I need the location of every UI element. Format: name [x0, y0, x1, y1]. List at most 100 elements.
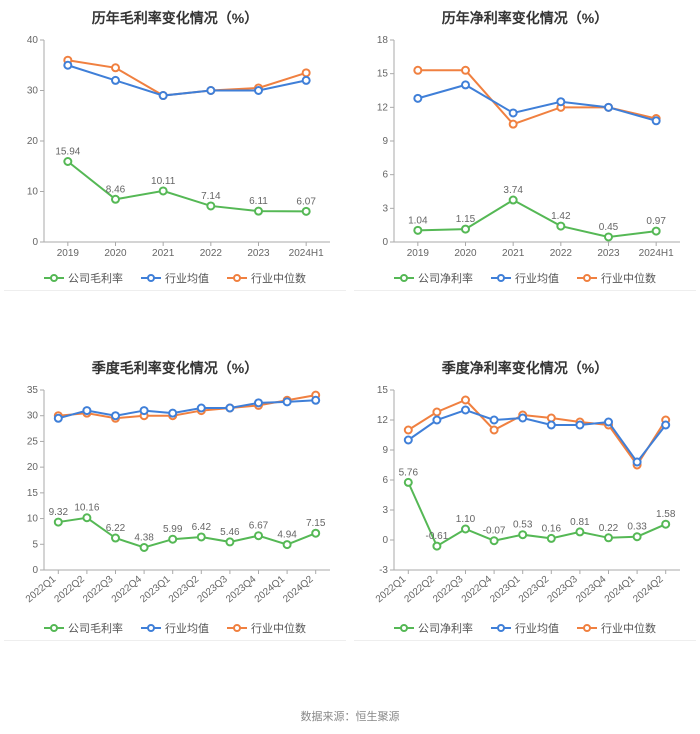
svg-text:2022Q2: 2022Q2 [52, 574, 87, 606]
svg-text:20: 20 [27, 136, 39, 147]
svg-text:3: 3 [382, 505, 388, 516]
svg-text:4.38: 4.38 [134, 532, 154, 543]
legend-label: 行业均值 [515, 270, 559, 286]
svg-text:18: 18 [377, 35, 389, 46]
svg-text:2020: 2020 [104, 248, 127, 259]
chart-title: 历年净利率变化情况（%） [354, 4, 696, 34]
legend-item-median: 行业中位数 [577, 620, 656, 636]
panel-quarter-net: 季度净利率变化情况（%） -3036912152022Q12022Q22022Q… [350, 350, 700, 700]
svg-text:0.53: 0.53 [513, 520, 533, 531]
chart-legend: 公司净利率 行业均值 行业中位数 [354, 614, 696, 641]
svg-text:3.74: 3.74 [503, 185, 523, 196]
svg-text:6: 6 [382, 170, 388, 181]
svg-text:6.07: 6.07 [296, 196, 316, 207]
svg-text:3: 3 [382, 203, 388, 214]
legend-item-median: 行业中位数 [227, 620, 306, 636]
svg-text:2021: 2021 [502, 248, 525, 259]
svg-text:10: 10 [27, 187, 39, 198]
legend-label: 行业均值 [165, 270, 209, 286]
svg-text:15: 15 [377, 69, 389, 80]
svg-text:0.81: 0.81 [570, 517, 590, 528]
svg-text:6.67: 6.67 [249, 521, 269, 532]
svg-text:2024Q1: 2024Q1 [603, 574, 638, 606]
svg-text:0.22: 0.22 [599, 523, 619, 534]
svg-text:0.45: 0.45 [599, 222, 619, 233]
legend-label: 行业中位数 [251, 620, 306, 636]
svg-text:2022Q1: 2022Q1 [24, 574, 59, 606]
svg-text:40: 40 [27, 35, 39, 46]
svg-text:2022Q3: 2022Q3 [81, 574, 116, 606]
svg-text:2024H1: 2024H1 [639, 248, 674, 259]
svg-text:2023Q4: 2023Q4 [224, 574, 259, 606]
svg-text:2019: 2019 [407, 248, 430, 259]
panel-annual-net: 历年净利率变化情况（%） 036912151820192020202120222… [350, 0, 700, 350]
svg-text:2024H1: 2024H1 [289, 248, 324, 259]
panel-annual-gross: 历年毛利率变化情况（%） 010203040201920202021202220… [0, 0, 350, 350]
svg-text:9.32: 9.32 [49, 507, 69, 518]
chart-plot: 0 10 20 30 40 2019 2020 2021 2022 2023 2024H1 15.94… [10, 34, 340, 264]
chart-legend: 公司毛利率 行业均值 行业中位数 [4, 614, 346, 641]
svg-text:0.16: 0.16 [542, 523, 562, 534]
svg-text:1.58: 1.58 [656, 509, 676, 520]
svg-text:0.33: 0.33 [627, 522, 647, 533]
svg-text:6: 6 [382, 475, 388, 486]
svg-text:15: 15 [377, 385, 389, 396]
svg-text:2022Q3: 2022Q3 [431, 574, 466, 606]
svg-text:0: 0 [32, 565, 38, 576]
svg-text:7.15: 7.15 [306, 518, 326, 529]
svg-text:5.99: 5.99 [163, 524, 183, 535]
legend-item-company: 公司净利率 [394, 270, 473, 286]
chart-title: 季度毛利率变化情况（%） [4, 354, 346, 384]
svg-text:5: 5 [32, 539, 38, 550]
panel-quarter-gross: 季度毛利率变化情况（%） 051015202530352022Q12022Q22… [0, 350, 350, 700]
svg-text:4.94: 4.94 [277, 530, 297, 541]
legend-item-avg: 行业均值 [491, 620, 559, 636]
svg-text:9: 9 [382, 445, 388, 456]
svg-text:2023: 2023 [247, 248, 270, 259]
svg-text:30: 30 [27, 86, 39, 97]
legend-label: 行业均值 [165, 620, 209, 636]
svg-text:2023Q2: 2023Q2 [167, 574, 202, 606]
svg-text:12: 12 [377, 102, 389, 113]
chart-plot: 0369121518201920202021202220232024H11.04… [360, 34, 690, 264]
svg-text:10.16: 10.16 [74, 503, 99, 514]
svg-text:30: 30 [27, 411, 39, 422]
chart-legend: 公司净利率行业均值行业中位数 [354, 264, 696, 291]
legend-item-company: 公司毛利率 [44, 620, 123, 636]
legend-item-avg: 行业均值 [141, 620, 209, 636]
svg-text:-0.07: -0.07 [483, 526, 506, 537]
svg-text:2024Q2: 2024Q2 [281, 574, 316, 606]
legend-label: 行业中位数 [601, 620, 656, 636]
svg-text:-3: -3 [379, 565, 388, 576]
legend-item-avg: 行业均值 [491, 270, 559, 286]
svg-text:2023Q1: 2023Q1 [138, 574, 173, 606]
legend-label: 公司毛利率 [68, 620, 123, 636]
legend-item-company: 公司毛利率 [44, 270, 123, 286]
svg-text:2021: 2021 [152, 248, 175, 259]
chart-plot: -3036912152022Q12022Q22022Q32022Q42023Q1… [360, 384, 690, 614]
svg-text:2022Q1: 2022Q1 [374, 574, 409, 606]
legend-label: 公司净利率 [418, 620, 473, 636]
svg-text:2024Q2: 2024Q2 [631, 574, 666, 606]
svg-text:10: 10 [27, 514, 39, 525]
legend-label: 行业中位数 [251, 270, 306, 286]
svg-text:0: 0 [382, 535, 388, 546]
chart-legend: 公司毛利率 行业均值 行业中位数 [4, 264, 346, 291]
svg-text:35: 35 [27, 385, 39, 396]
svg-text:0: 0 [382, 237, 388, 248]
svg-text:1.04: 1.04 [408, 215, 428, 226]
svg-text:2023: 2023 [597, 248, 620, 259]
svg-text:9: 9 [382, 136, 388, 147]
svg-text:2023Q4: 2023Q4 [574, 574, 609, 606]
svg-text:2022: 2022 [550, 248, 573, 259]
svg-text:25: 25 [27, 436, 39, 447]
svg-text:15.94: 15.94 [55, 147, 80, 158]
legend-label: 公司毛利率 [68, 270, 123, 286]
svg-text:2019: 2019 [57, 248, 80, 259]
svg-text:6.22: 6.22 [106, 523, 126, 534]
svg-text:2023Q3: 2023Q3 [545, 574, 580, 606]
svg-text:2022: 2022 [200, 248, 223, 259]
svg-text:2022Q2: 2022Q2 [402, 574, 437, 606]
legend-item-company: 公司净利率 [394, 620, 473, 636]
svg-text:0: 0 [32, 237, 38, 248]
